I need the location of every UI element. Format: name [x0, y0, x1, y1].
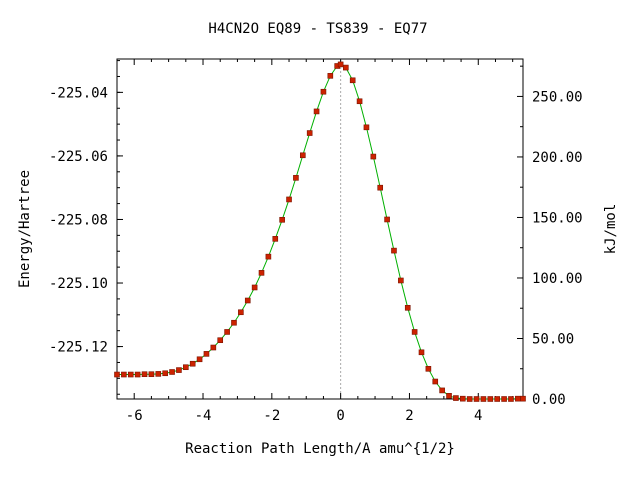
chart-title: H4CN2O EQ89 - TS839 - EQ77 — [208, 21, 427, 37]
data-point — [515, 395, 521, 402]
data-point — [446, 393, 452, 399]
data-point — [404, 304, 411, 311]
data-point — [306, 130, 313, 136]
data-point — [313, 108, 320, 115]
data-point — [231, 319, 237, 326]
y2-tick-label: 150.00 — [532, 210, 583, 226]
data-point — [356, 98, 363, 105]
data-point — [224, 329, 230, 335]
data-point — [343, 64, 349, 71]
data-point — [134, 371, 141, 378]
data-point — [425, 366, 432, 372]
data-point — [466, 396, 473, 402]
data-point — [286, 196, 292, 203]
x-tick-label: 2 — [405, 408, 413, 424]
plot-frame — [116, 58, 524, 400]
y2-tick-label: 0.00 — [532, 392, 566, 408]
data-point — [327, 73, 334, 79]
y-axis-label: Energy/Hartree — [17, 170, 33, 288]
data-point — [418, 349, 425, 356]
x-tick-label: -4 — [195, 408, 212, 424]
data-point — [337, 61, 344, 68]
data-point — [251, 284, 258, 291]
data-point — [210, 344, 217, 351]
data-point — [363, 124, 370, 131]
y2-tick-label: 50.00 — [532, 331, 574, 347]
data-point — [141, 371, 148, 378]
data-point — [272, 236, 279, 242]
data-point — [189, 360, 196, 367]
data-point — [391, 247, 397, 254]
data-point — [238, 309, 244, 316]
x-tick-label: 0 — [336, 408, 344, 424]
data-point — [203, 351, 210, 357]
data-point — [176, 367, 182, 373]
data-point — [258, 270, 265, 276]
data-point — [114, 371, 120, 378]
data-point — [293, 175, 299, 181]
data-point — [162, 370, 168, 377]
y-tick-label: -225.04 — [49, 85, 108, 101]
data-point — [501, 396, 507, 402]
x-axis-label: Reaction Path Length/A amu^{1/2} — [185, 441, 455, 457]
data-point — [183, 364, 189, 371]
x-tick-label: -2 — [263, 408, 280, 424]
y-tick-label: -225.10 — [49, 276, 108, 292]
data-point — [453, 395, 459, 401]
y2-tick-label: 200.00 — [532, 150, 583, 166]
plot-area: -6 -4 -2 0 2 4 -225.04 -225.06 -225.08 -225.10 -22… — [49, 58, 583, 424]
data-point — [480, 396, 487, 402]
data-point — [349, 77, 356, 84]
data-point — [494, 396, 500, 402]
data-point — [169, 369, 175, 375]
y2-axis-label: kJ/mol — [603, 204, 619, 255]
data-point — [279, 216, 285, 223]
data-point — [520, 395, 526, 402]
data-point — [370, 153, 377, 160]
data-point — [299, 152, 306, 159]
series-line — [117, 63, 523, 400]
data-point — [127, 371, 134, 378]
y-tick-label: -225.12 — [49, 340, 108, 356]
y2-tick-label: 100.00 — [532, 271, 583, 287]
data-point — [439, 387, 445, 394]
data-point — [265, 253, 272, 260]
y2-tick-label: 250.00 — [532, 89, 583, 105]
y-tick-label: -225.06 — [49, 149, 108, 165]
x-tick-label: 4 — [474, 408, 482, 424]
data-point — [320, 88, 327, 95]
data-point — [155, 371, 162, 377]
data-point — [196, 356, 203, 363]
data-point — [244, 297, 251, 304]
data-point — [432, 378, 439, 385]
data-point — [384, 216, 390, 223]
data-point — [377, 184, 384, 191]
data-point — [459, 395, 466, 402]
data-point — [121, 371, 127, 378]
x-tick-label: -6 — [126, 408, 143, 424]
data-point — [217, 337, 224, 344]
data-point — [487, 396, 494, 402]
data-point — [473, 396, 480, 402]
data-point — [411, 329, 418, 335]
y-tick-label: -225.08 — [49, 212, 108, 228]
data-point — [508, 396, 514, 402]
data-point — [148, 371, 155, 378]
data-point — [398, 277, 404, 284]
